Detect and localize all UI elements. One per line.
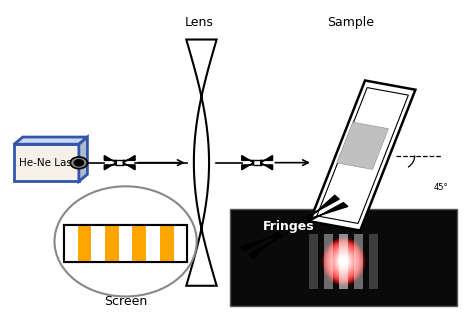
Polygon shape <box>261 156 273 170</box>
Polygon shape <box>186 40 217 286</box>
Bar <box>324 234 333 289</box>
Polygon shape <box>317 87 409 224</box>
Ellipse shape <box>333 250 354 273</box>
Ellipse shape <box>339 257 348 266</box>
Ellipse shape <box>328 244 359 279</box>
Bar <box>384 234 393 289</box>
Polygon shape <box>242 156 254 170</box>
Bar <box>339 234 348 289</box>
Bar <box>119 225 132 262</box>
Ellipse shape <box>328 245 359 278</box>
Polygon shape <box>14 137 87 144</box>
Ellipse shape <box>335 252 352 271</box>
Polygon shape <box>123 156 135 170</box>
Text: Sample: Sample <box>327 16 374 29</box>
Ellipse shape <box>334 250 354 272</box>
Ellipse shape <box>343 261 344 262</box>
Ellipse shape <box>325 240 363 283</box>
Ellipse shape <box>336 252 352 271</box>
Ellipse shape <box>338 255 349 268</box>
Ellipse shape <box>323 239 364 284</box>
Bar <box>160 225 173 262</box>
Bar <box>64 225 78 262</box>
Ellipse shape <box>336 253 351 270</box>
Ellipse shape <box>334 251 353 272</box>
Ellipse shape <box>322 237 365 286</box>
Ellipse shape <box>325 241 362 282</box>
Ellipse shape <box>323 238 365 285</box>
Ellipse shape <box>337 254 350 269</box>
Bar <box>294 234 303 289</box>
Bar <box>105 225 119 262</box>
Bar <box>14 144 79 181</box>
Bar <box>64 225 187 262</box>
Ellipse shape <box>333 249 355 274</box>
Polygon shape <box>310 80 415 231</box>
Bar <box>146 225 160 262</box>
Bar <box>91 225 105 262</box>
Polygon shape <box>240 233 282 258</box>
Bar <box>310 234 318 289</box>
Ellipse shape <box>331 248 356 275</box>
Bar <box>78 225 91 262</box>
Ellipse shape <box>340 258 347 265</box>
Ellipse shape <box>339 256 348 267</box>
Ellipse shape <box>341 259 346 264</box>
Polygon shape <box>306 195 348 221</box>
Polygon shape <box>104 156 116 170</box>
Ellipse shape <box>331 247 356 276</box>
Bar <box>230 209 457 306</box>
Ellipse shape <box>342 260 346 263</box>
Polygon shape <box>79 137 87 181</box>
Text: He-Ne Laser: He-Ne Laser <box>19 158 83 168</box>
Text: Lens: Lens <box>185 16 213 29</box>
Text: Fringes: Fringes <box>263 220 315 233</box>
Ellipse shape <box>327 243 360 280</box>
Bar <box>132 225 146 262</box>
Bar <box>355 234 363 289</box>
Polygon shape <box>337 122 388 169</box>
Ellipse shape <box>337 254 351 269</box>
Bar <box>369 234 378 289</box>
Ellipse shape <box>326 241 362 282</box>
Ellipse shape <box>338 256 349 267</box>
Ellipse shape <box>322 237 365 285</box>
Ellipse shape <box>330 247 357 276</box>
Bar <box>64 225 187 262</box>
Text: 45°: 45° <box>434 182 448 191</box>
Ellipse shape <box>55 186 197 296</box>
Circle shape <box>70 157 87 168</box>
Ellipse shape <box>332 249 355 274</box>
Circle shape <box>74 160 83 166</box>
Ellipse shape <box>341 258 346 265</box>
Ellipse shape <box>329 245 358 278</box>
Text: Screen: Screen <box>104 295 147 308</box>
Ellipse shape <box>343 260 345 263</box>
Bar <box>173 225 187 262</box>
Ellipse shape <box>326 242 361 281</box>
Ellipse shape <box>330 246 357 277</box>
Ellipse shape <box>324 239 364 284</box>
Ellipse shape <box>328 243 360 280</box>
